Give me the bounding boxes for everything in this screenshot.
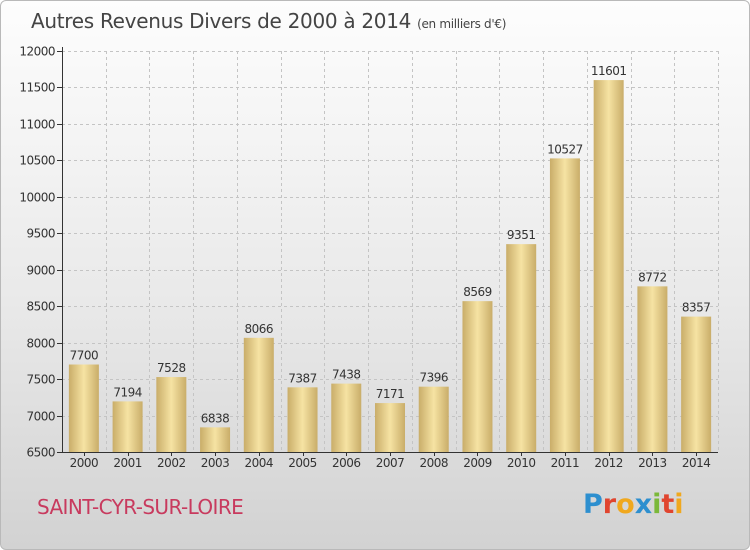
bar-value-label: 8569: [463, 285, 492, 299]
y-tick-label: 8500: [26, 300, 55, 314]
x-tick-label: 2001: [113, 456, 142, 470]
x-tick-label: 2009: [463, 456, 492, 470]
bar: [68, 364, 99, 452]
x-tick-label: 2003: [201, 456, 230, 470]
bar: [243, 337, 274, 452]
bar: [462, 301, 493, 452]
bar-value-label: 7700: [70, 349, 99, 363]
bar: [200, 427, 231, 452]
bar-value-label: 7387: [288, 371, 317, 385]
bar-value-label: 6838: [201, 411, 230, 425]
logo-letter: r: [602, 489, 617, 520]
bar-value-label: 7438: [332, 368, 361, 382]
x-tick-label: 2014: [682, 456, 711, 470]
y-tick-label: 11500: [19, 81, 55, 95]
logo-letter: x: [634, 489, 653, 520]
y-tick-label: 12000: [19, 45, 55, 59]
logo-letter: P: [583, 489, 603, 520]
y-tick-label: 10500: [19, 154, 55, 168]
y-tick-label: 8000: [26, 337, 55, 351]
y-tick-label: 10000: [19, 191, 55, 205]
logo-letter: i: [674, 489, 684, 520]
bar: [506, 244, 537, 452]
bar: [637, 286, 668, 452]
x-tick-label: 2006: [332, 456, 361, 470]
axis-layer: 6500 7000 7500 8000 8500 9000 9500 10000 10500 11…: [19, 45, 718, 470]
x-tick-label: 2013: [638, 456, 667, 470]
x-tick-label: 2011: [551, 456, 580, 470]
bar-value-label: 8066: [245, 322, 274, 336]
logo-letter: o: [616, 489, 635, 520]
bar-layer: 7700 7194 7528 6838 8066 7387 7438 7171 7396 8569…: [68, 64, 712, 453]
logo-letter: t: [661, 489, 675, 520]
bar-value-label: 9351: [507, 228, 536, 242]
x-tick-label: 2005: [288, 456, 317, 470]
x-tick-label: 2002: [157, 456, 186, 470]
commune-name: SAINT-CYR-SUR-LOIRE: [37, 495, 244, 519]
bar: [549, 158, 580, 453]
y-tick-label: 6500: [26, 446, 55, 460]
x-tick-label: 2004: [245, 456, 274, 470]
bar-value-label: 7194: [113, 385, 142, 399]
proxiti-logo: Proxiti: [583, 489, 684, 520]
bar: [418, 386, 449, 452]
bar-value-label: 7171: [376, 387, 405, 401]
bar-value-label: 7396: [419, 371, 448, 385]
x-tick-label: 2010: [507, 456, 536, 470]
bar: [593, 80, 624, 452]
bar: [375, 403, 405, 452]
y-tick-label: 9000: [26, 264, 55, 278]
y-tick-label: 11000: [19, 118, 55, 132]
logo-letter: i: [652, 489, 662, 520]
bar: [112, 401, 143, 452]
bar-value-label: 8357: [682, 301, 711, 315]
bar-value-label: 7528: [157, 361, 186, 375]
y-tick-label: 7500: [26, 373, 55, 387]
bar-value-label: 10527: [547, 142, 583, 156]
chart-title: Autres Revenus Divers de 2000 à 2014 (en …: [31, 9, 506, 33]
bar-value-label: 8772: [638, 270, 667, 284]
bar: [287, 387, 318, 452]
x-tick-label: 2000: [70, 456, 99, 470]
x-tick-label: 2008: [419, 456, 448, 470]
x-tick-label: 2012: [594, 456, 623, 470]
y-tick-label: 7000: [26, 410, 55, 424]
bar-value-label: 11601: [591, 64, 627, 78]
chart-title-text: Autres Revenus Divers de 2000 à 2014: [31, 9, 412, 33]
y-tick-label: 9500: [26, 227, 55, 241]
chart-unit: (en milliers d'€): [417, 17, 507, 31]
x-tick-label: 2007: [376, 456, 405, 470]
bar: [331, 383, 362, 452]
bar: [681, 316, 712, 452]
bar: [156, 377, 187, 452]
